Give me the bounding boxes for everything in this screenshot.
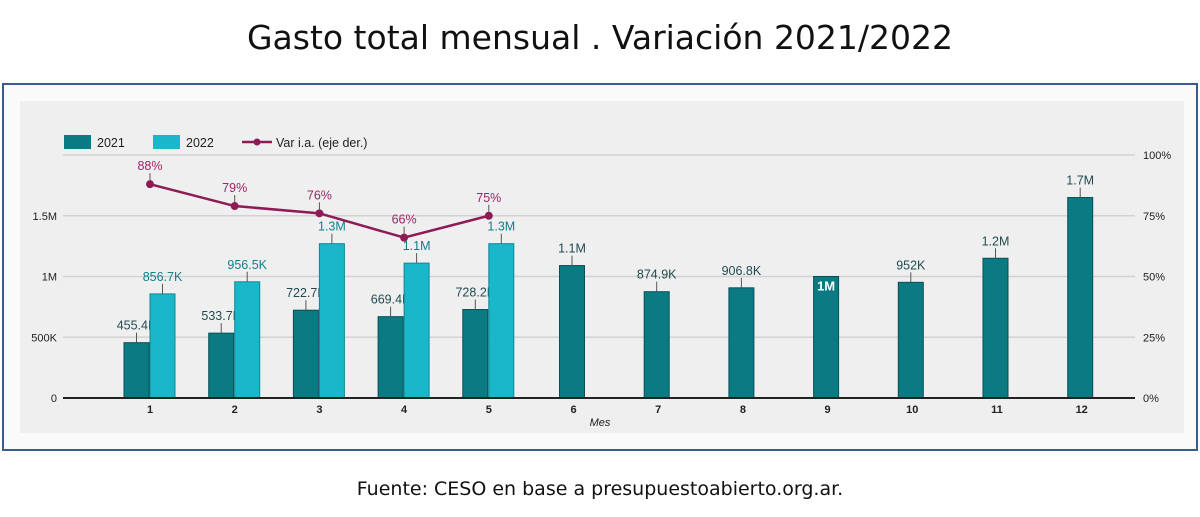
data-label-2021: 906.8K: [722, 264, 762, 278]
data-label-2021: 1.2M: [982, 234, 1010, 248]
source-footer: Fuente: CESO en base a presupuestoabiert…: [356, 478, 844, 500]
data-label-var: 79%: [222, 181, 247, 195]
x-tick-label: 5: [486, 404, 492, 416]
x-axis-title: Mes: [590, 417, 611, 429]
legend-label-2022: 2022: [186, 136, 214, 150]
data-label-2021: 1.7M: [1066, 174, 1094, 188]
data-label-2021: 669.4K: [371, 293, 411, 307]
bar-2021: [559, 265, 585, 399]
bar-2022: [149, 293, 176, 399]
x-tick-label: 11: [991, 404, 1003, 416]
data-label-2022: 1.3M: [487, 220, 515, 234]
y2-tick-label: 100%: [1143, 150, 1171, 162]
data-label-2021: 455.4K: [117, 319, 157, 333]
data-label-2021: 722.7K: [286, 286, 326, 300]
data-label-2022: 1.1M: [403, 239, 431, 253]
bar-2021: [208, 332, 235, 399]
x-tick-label: 9: [825, 404, 831, 416]
data-label-var: 76%: [307, 188, 332, 202]
data-label-2021: 874.9K: [637, 268, 677, 282]
x-tick-label: 12: [1076, 404, 1088, 416]
var-point: [484, 211, 493, 220]
var-point: [146, 180, 154, 189]
bar-2021: [982, 257, 1009, 399]
data-label-var: 66%: [392, 213, 417, 227]
bar-2021: [728, 287, 755, 399]
legend-swatch-2022: [153, 135, 180, 149]
bar-2021: [1067, 197, 1094, 399]
bar-2021: [292, 309, 319, 399]
legend-swatch-2021: [64, 135, 91, 149]
legend-label-2021: 2021: [97, 136, 125, 150]
y-tick-label: 1M: [42, 272, 57, 284]
data-label-2022: 856.7K: [143, 270, 183, 284]
data-label-2021: 533.7K: [201, 309, 241, 323]
bar-2021: [643, 291, 670, 399]
bar-2021: [123, 342, 150, 399]
data-label-2022: 956.5K: [227, 258, 267, 272]
y-tick-label: 0: [51, 393, 57, 405]
x-tick-label: 10: [906, 404, 918, 416]
x-tick-label: 8: [740, 404, 746, 416]
data-label-2021: 728.2K: [455, 286, 495, 300]
chart-title: Gasto total mensual . Variación 2021/202…: [246, 18, 954, 57]
y2-tick-label: 0%: [1143, 393, 1159, 405]
data-label-2021: 1M: [817, 279, 835, 294]
bar-2021: [377, 316, 404, 399]
legend-label-var: Var i.a. (eje der.): [276, 136, 367, 150]
data-label-var: 88%: [137, 159, 162, 173]
var-point: [230, 202, 239, 211]
y2-tick-label: 75%: [1143, 211, 1165, 223]
bar-2021: [813, 276, 840, 399]
data-label-var: 75%: [476, 191, 501, 205]
var-point: [400, 233, 409, 242]
x-tick-label: 4: [401, 404, 408, 416]
x-tick-label: 6: [570, 404, 576, 416]
data-label-2021: 952K: [896, 258, 926, 272]
x-tick-label: 7: [655, 404, 661, 416]
y-tick-label: 500K: [31, 332, 57, 344]
y2-tick-label: 50%: [1143, 272, 1165, 284]
data-label-2021: 1.1M: [558, 242, 586, 256]
bar-2022: [234, 281, 261, 399]
x-tick-label: 2: [232, 404, 238, 416]
x-tick-label: 3: [316, 404, 322, 416]
y-tick-label: 1.5M: [33, 211, 57, 223]
y2-tick-label: 25%: [1143, 332, 1165, 344]
bar-2022: [488, 243, 515, 399]
bar-2021: [462, 309, 489, 399]
var-point: [315, 209, 324, 218]
x-tick-label: 1: [147, 404, 153, 416]
legend-marker-var: [253, 138, 261, 146]
data-label-2022: 1.3M: [318, 220, 346, 234]
bar-2022: [403, 262, 430, 399]
bar-2022: [318, 243, 345, 399]
bar-2021: [897, 281, 924, 399]
